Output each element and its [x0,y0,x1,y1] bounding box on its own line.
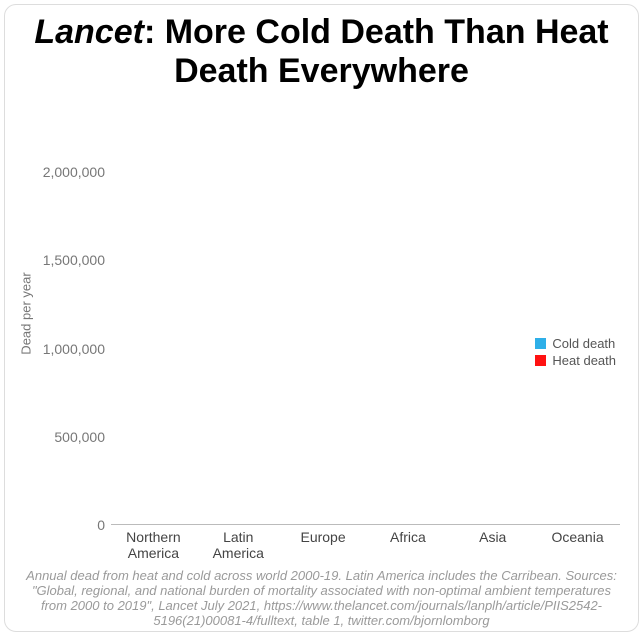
y-tick-label: 2,000,000 [43,164,105,180]
x-tick-label: Oceania [535,525,620,561]
x-axis-labels: NorthernAmericaLatinAmericaEuropeAfricaA… [111,525,620,561]
plot-area: Cold death Heat death [111,101,620,525]
x-tick-label: LatinAmerica [196,525,281,561]
x-tick-label: NorthernAmerica [111,525,196,561]
y-axis: 0500,0001,000,0001,500,0002,000,000 [39,101,111,525]
legend-item: Cold death [535,336,616,351]
title-emphasis: Lancet [34,13,144,51]
y-tick-label: 0 [97,517,105,533]
y-axis-label: Dead per year [13,101,39,525]
x-tick-label: Europe [281,525,366,561]
plot-inner [111,101,620,525]
chart-title: Lancet: More Cold Death Than Heat Death … [13,13,630,91]
legend-item: Heat death [535,353,616,368]
x-tick-label: Africa [365,525,450,561]
chart-card: Lancet: More Cold Death Than Heat Death … [4,4,639,632]
y-tick-label: 500,000 [54,429,105,445]
bars-container [111,101,620,524]
y-tick-label: 1,000,000 [43,341,105,357]
title-rest: : More Cold Death Than Heat Death Everyw… [144,13,609,90]
y-tick-label: 1,500,000 [43,252,105,268]
caption: Annual dead from heat and cold across wo… [13,561,630,629]
legend-swatch [535,355,546,366]
legend-swatch [535,338,546,349]
legend-label: Cold death [552,336,615,351]
legend-label: Heat death [552,353,616,368]
legend: Cold death Heat death [535,334,616,370]
chart-area: Dead per year 0500,0001,000,0001,500,000… [13,95,630,525]
y-axis-label-text: Dead per year [19,272,34,354]
x-tick-label: Asia [450,525,535,561]
